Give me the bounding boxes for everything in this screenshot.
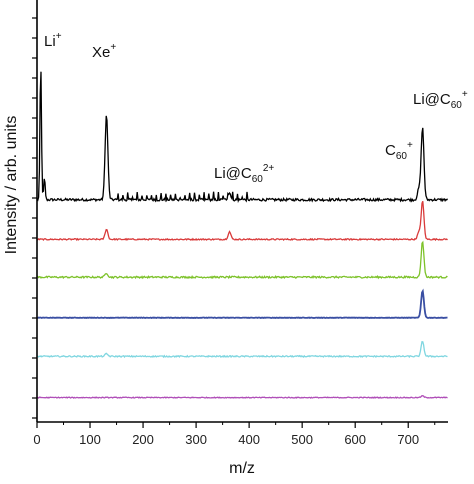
y-axis-title: Intensity / arb. units [3, 116, 20, 255]
peak-label: Xe+ [92, 42, 116, 61]
peak-label: Li@C602+ [214, 163, 274, 185]
x-tick-label: 0 [33, 432, 40, 447]
peak-label: Li+ [44, 31, 62, 50]
series-line-4 [36, 288, 448, 320]
series-line-6 [36, 395, 448, 399]
x-tick-label: 500 [291, 432, 313, 447]
series-line-2 [36, 200, 448, 242]
peak-annotations: Li+ Xe+ Li@C602+ C60+ Li@C60+ [44, 31, 468, 185]
series-layer [36, 71, 449, 399]
peak-label: Li@C60+ [413, 89, 468, 111]
series-line-3 [36, 240, 448, 280]
y-ticks [32, 17, 37, 419]
series-line-5 [36, 340, 448, 359]
peak-label: C60+ [385, 140, 413, 162]
series-line-1 [36, 71, 449, 204]
x-tick-label: 300 [185, 432, 207, 447]
x-tick-label: 200 [132, 432, 154, 447]
x-axis-title: m/z [229, 460, 255, 477]
x-tick-label: 100 [79, 432, 101, 447]
x-tick-label: 400 [238, 432, 260, 447]
x-ticks: 0 100 200 300 400 500 600 700 [33, 422, 436, 447]
x-tick-label: 700 [397, 432, 419, 447]
x-tick-label: 600 [344, 432, 366, 447]
